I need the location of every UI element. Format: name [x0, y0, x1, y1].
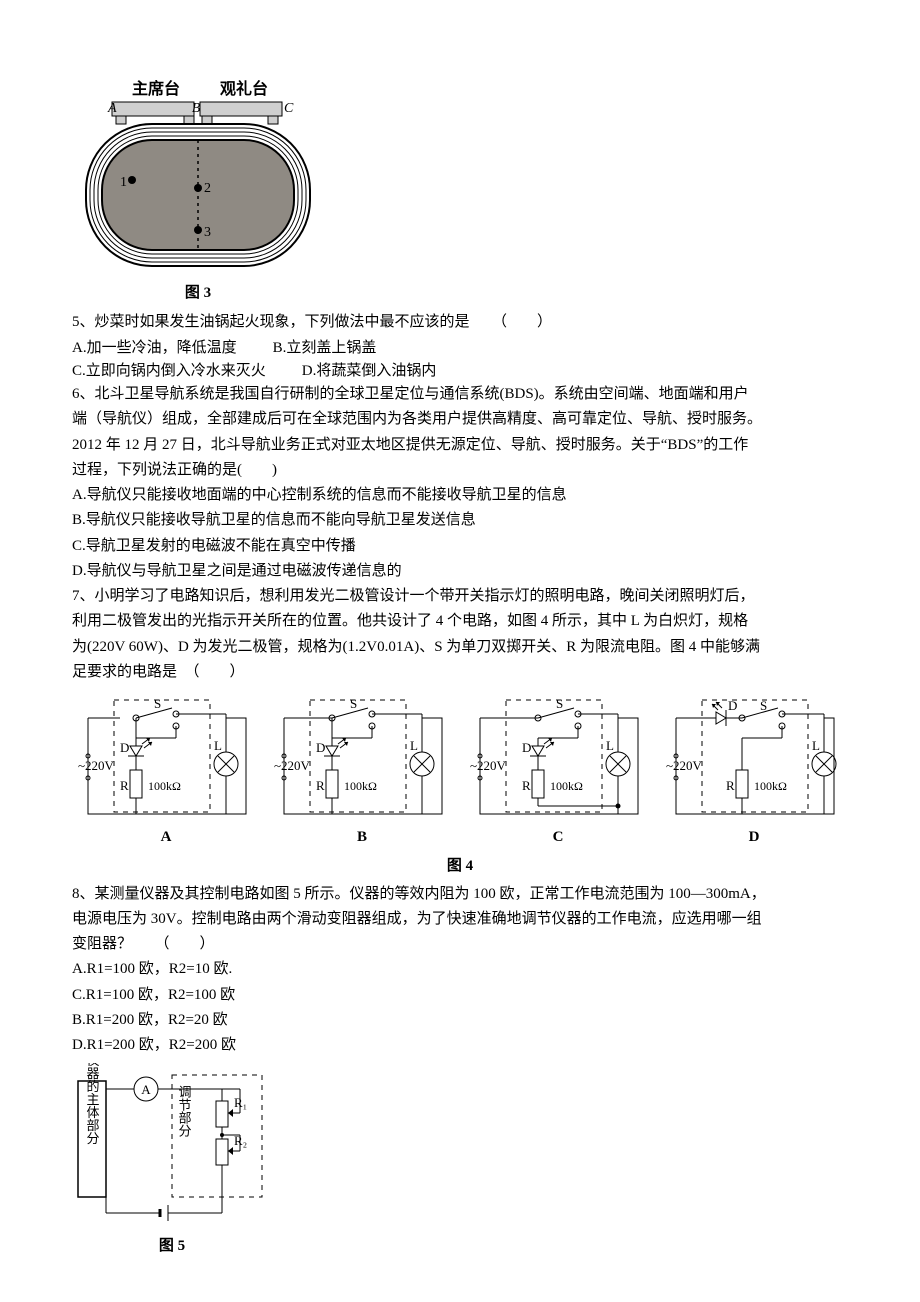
q8-l2: 电源电压为 30V。控制电路由两个滑动变阻器组成，为了快速准确地调节仪器的工作电…	[72, 908, 848, 931]
q6-l1: 6、北斗卫星导航系统是我国自行研制的全球卫星定位与通信系统(BDS)。系统由空间…	[72, 383, 848, 406]
fig4-A-R: R	[120, 778, 129, 793]
fig3-2: 2	[204, 181, 211, 196]
fig4-label-D: D	[660, 826, 848, 849]
fig5-main: 仪器的主体部分	[85, 1063, 100, 1146]
fig4-C-Rv: 100kΩ	[550, 779, 583, 793]
fig4-D-R: R	[726, 778, 735, 793]
fig4-D-S: S	[760, 698, 767, 713]
q8-l1: 8、某测量仪器及其控制电路如图 5 所示。仪器的等效内阻为 100 欧，正常工作…	[72, 883, 848, 906]
q7-l4: 足要求的电路是 （ ）	[72, 661, 848, 684]
fig4-label-B: B	[268, 826, 456, 849]
q5-options-row2: C.立即向锅内倒入冷水来灭火 D.将蔬菜倒入油锅内	[72, 360, 848, 383]
fig4-D-D: D	[728, 698, 737, 713]
fig4-C-S: S	[556, 696, 563, 711]
q8-B: B.R1=200 欧，R2=20 欧	[72, 1009, 848, 1032]
q6-l4: 过程，下列说法正确的是( )	[72, 459, 848, 482]
q5-options-row1: A.加一些冷油，降低温度 B.立刻盖上锅盖	[72, 337, 848, 360]
fig4-cell-B: ~220V S	[268, 694, 456, 849]
q6-B: B.导航仪只能接收导航卫星的信息而不能向导航卫星发送信息	[72, 509, 848, 532]
q8-C: C.R1=100 欧，R2=100 欧	[72, 984, 848, 1007]
fig5-R2: R₂	[234, 1133, 247, 1148]
fig5-ammeter: A	[141, 1082, 151, 1097]
q5-A: A.加一些冷油，降低温度	[72, 337, 237, 360]
fig4-B-L: L	[410, 738, 418, 753]
fig4-C-volt: ~220V	[470, 758, 507, 773]
q8-l3: 变阻器？ （ ）	[72, 933, 848, 956]
q5-stem: 5、炒菜时如果发生油锅起火现象，下列做法中最不应该的是 （ ）	[72, 311, 848, 334]
figure-5-caption: 图 5	[72, 1235, 272, 1258]
figure-3-caption: 图 3	[72, 282, 324, 305]
fig5-adjust: 调节部分	[177, 1085, 192, 1138]
fig4-B-R: R	[316, 778, 325, 793]
fig4-C-R: R	[522, 778, 531, 793]
q7-l3: 为(220V 60W)、D 为发光二极管，规格为(1.2V0.01A)、S 为单…	[72, 636, 848, 659]
q8-D: D.R1=200 欧，R2=200 欧	[72, 1034, 848, 1057]
q6-A: A.导航仪只能接收地面端的中心控制系统的信息而不能接收导航卫星的信息	[72, 484, 848, 507]
q8-A: A.R1=100 欧，R2=10 欧.	[72, 958, 848, 981]
fig4-B-volt: ~220V	[274, 758, 311, 773]
fig4-C-L: L	[606, 738, 614, 753]
q7-l1: 7、小明学习了电路知识后，想利用发光二极管设计一个带开关指示灯的照明电路，晚间关…	[72, 585, 848, 608]
fig4-A-volt: ~220V	[78, 758, 115, 773]
fig5-R1: R₁	[234, 1095, 247, 1110]
fig4-D-Rv: 100kΩ	[754, 779, 787, 793]
fig4-D-L: L	[812, 738, 820, 753]
fig4-A-Rv: 100kΩ	[148, 779, 181, 793]
fig4-A-S: S	[154, 696, 161, 711]
q6-D: D.导航仪与导航卫星之间是通过电磁波传递信息的	[72, 560, 848, 583]
q7-l2: 利用二极管发出的光指示开关所在的位置。他共设计了 4 个电路，如图 4 所示，其…	[72, 610, 848, 633]
fig4-label-C: C	[464, 826, 652, 849]
figure-4-caption: 图 4	[72, 855, 848, 878]
q5-D: D.将蔬菜倒入油锅内	[302, 360, 437, 383]
fig3-3: 3	[204, 225, 211, 240]
page-root: 主席台 观礼台 A B C 1 2	[0, 0, 920, 1299]
figure-4: ~220V S	[72, 694, 848, 879]
fig3-A: A	[107, 101, 117, 116]
q6-C: C.导航卫星发射的电磁波不能在真空中传播	[72, 535, 848, 558]
fig4-cell-D: ~220V D S	[660, 694, 848, 849]
fig4-A-D: D	[120, 740, 129, 755]
fig3-top-right: 观礼台	[220, 80, 268, 98]
fig3-1: 1	[120, 175, 127, 190]
fig4-label-A: A	[72, 826, 260, 849]
fig4-C-D: D	[522, 740, 531, 755]
fig3-B: B	[192, 101, 201, 116]
fig4-B-D: D	[316, 740, 325, 755]
q6-l3: 2012 年 12 月 27 日，北斗导航业务正式对亚太地区提供无源定位、导航、…	[72, 434, 848, 457]
fig4-cell-A: ~220V S	[72, 694, 260, 849]
q5-B: B.立刻盖上锅盖	[273, 337, 377, 360]
fig4-A-L: L	[214, 738, 222, 753]
fig4-B-S: S	[350, 696, 357, 711]
fig4-D-volt: ~220V	[666, 758, 703, 773]
q5-C: C.立即向锅内倒入冷水来灭火	[72, 360, 266, 383]
q6-l2: 端（导航仪）组成，全部建成后可在全球范围内为各类用户提供高精度、高可靠定位、导航…	[72, 408, 848, 431]
fig3-C: C	[284, 101, 294, 116]
figure-5: 仪器的主体部分 A 调节部分 R₁	[72, 1063, 848, 1258]
figure-3: 主席台 观礼台 A B C 1 2	[72, 80, 324, 305]
fig3-top-left: 主席台	[132, 80, 180, 98]
fig4-B-Rv: 100kΩ	[344, 779, 377, 793]
fig4-cell-C: ~220V S	[464, 694, 652, 849]
